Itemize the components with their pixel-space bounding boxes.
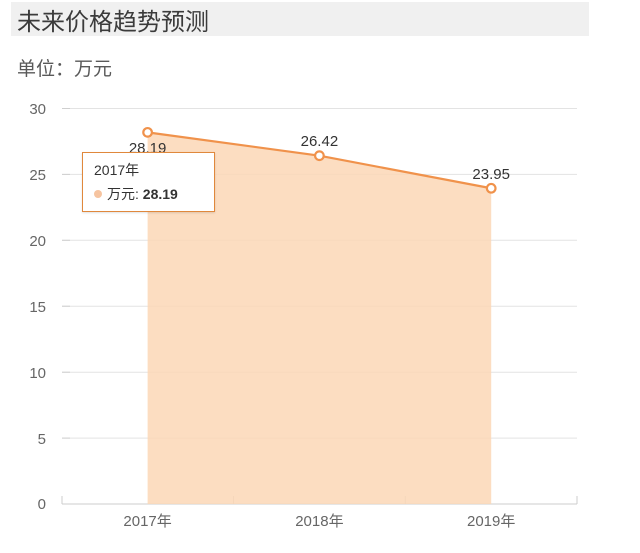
svg-text:2017年: 2017年: [123, 513, 171, 530]
svg-text:10: 10: [29, 365, 46, 382]
svg-text:23.95: 23.95: [472, 166, 510, 183]
svg-text:25: 25: [29, 167, 46, 184]
svg-text:26.42: 26.42: [301, 133, 339, 150]
svg-text:0: 0: [38, 496, 46, 513]
svg-text:2018年: 2018年: [295, 513, 343, 530]
svg-text:30: 30: [29, 101, 46, 118]
svg-text:15: 15: [29, 299, 46, 316]
svg-text:20: 20: [29, 233, 46, 250]
svg-text:2019年: 2019年: [467, 513, 515, 530]
svg-text:5: 5: [38, 431, 46, 448]
